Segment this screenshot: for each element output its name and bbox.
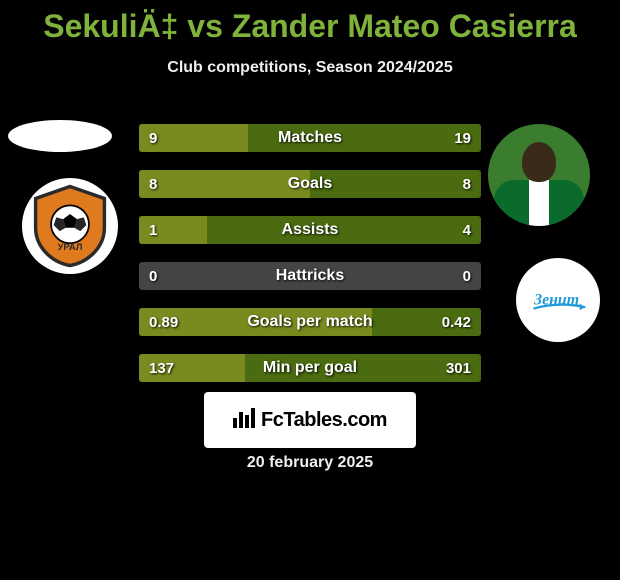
stats-bars: Matches919 Goals88 Assists14 Hattricks0 0 Goa… bbox=[139, 124, 481, 400]
stat-row: Hattricks0 0 bbox=[139, 262, 481, 290]
svg-text:УРАЛ: УРАЛ bbox=[58, 242, 83, 253]
stat-row: Min per goal137301 bbox=[139, 354, 481, 382]
stat-value-left: 0 bbox=[149, 262, 157, 290]
stat-bar-left bbox=[139, 354, 245, 382]
stat-row: Matches919 bbox=[139, 124, 481, 152]
player2-club-badge: Зенит bbox=[516, 258, 600, 342]
player2-photo bbox=[488, 124, 590, 226]
footer-date: 20 february 2025 bbox=[0, 454, 620, 472]
stat-row: Assists14 bbox=[139, 216, 481, 244]
stat-bar-right bbox=[245, 354, 481, 382]
subtitle: Club competitions, Season 2024/2025 bbox=[0, 59, 620, 77]
stat-bar-left bbox=[139, 216, 207, 244]
zenit-badge-icon: Зенит bbox=[522, 264, 594, 336]
stat-row: Goals88 bbox=[139, 170, 481, 198]
stat-row: Goals per match0.890.42 bbox=[139, 308, 481, 336]
stat-bar-right bbox=[248, 124, 481, 152]
footer-brand-text: FcTables.com bbox=[261, 409, 387, 432]
stat-bar-right bbox=[207, 216, 481, 244]
page-title: SekuliÄ‡ vs Zander Mateo Casierra bbox=[0, 0, 620, 45]
stat-bar-left bbox=[139, 170, 310, 198]
stat-value-right: 0 bbox=[463, 262, 471, 290]
chart-icon bbox=[233, 408, 255, 433]
stat-bar-left bbox=[139, 308, 372, 336]
stat-bar-right bbox=[310, 170, 481, 198]
fctables-logo: FcTables.com bbox=[204, 392, 416, 448]
stat-label: Hattricks bbox=[139, 262, 481, 290]
ural-badge-icon: УРАЛ bbox=[27, 183, 113, 269]
stat-bar-left bbox=[139, 124, 248, 152]
player1-club-badge: УРАЛ bbox=[22, 178, 118, 274]
stat-bar-right bbox=[372, 308, 481, 336]
player1-photo bbox=[8, 120, 112, 152]
